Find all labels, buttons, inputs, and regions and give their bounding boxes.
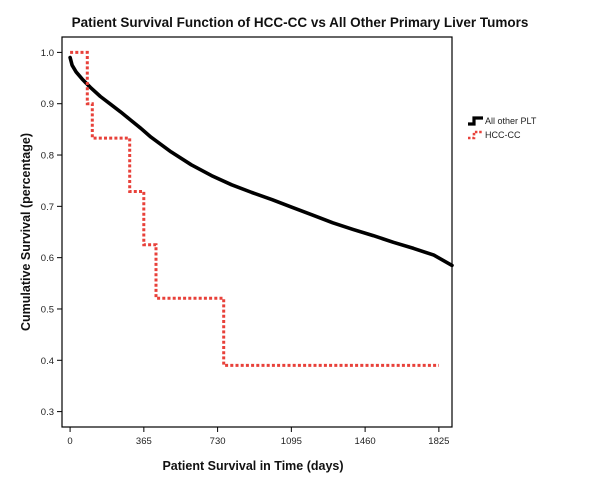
y-tick-label: 0.8 (41, 151, 54, 162)
x-axis-label: Patient Survival in Time (days) (162, 459, 343, 473)
series-line-all-other-plt (68, 55, 454, 268)
plot-frame (61, 36, 453, 428)
y-axis-label: Cumulative Survival (percentage) (19, 133, 33, 331)
x-tick-label: 365 (136, 436, 152, 447)
y-tick-label: 0.6 (41, 253, 54, 264)
x-tick-label: 0 (67, 436, 72, 447)
y-tick-label: 1.0 (41, 48, 54, 59)
legend: All other PLT HCC-CC (468, 116, 537, 140)
x-tick-label: 730 (210, 436, 226, 447)
legend-label: All other PLT (485, 116, 537, 126)
legend-swatch (468, 116, 483, 126)
legend-swatch (468, 130, 483, 140)
series-line-hcc-cc (70, 50, 439, 367)
series-layer (68, 50, 454, 367)
legend-label: HCC-CC (485, 130, 521, 140)
y-tick-label: 0.4 (41, 356, 54, 367)
x-tick-label: 1095 (281, 436, 302, 447)
y-tick-label: 0.5 (41, 304, 54, 315)
x-tick-label: 1825 (428, 436, 449, 447)
x-tick-label: 1460 (355, 436, 376, 447)
y-tick-label: 0.3 (41, 407, 54, 418)
y-tick-label: 0.7 (41, 202, 54, 213)
x-axis: 0 365 730 1095 1460 1825 (67, 427, 449, 447)
chart-title: Patient Survival Function of HCC-CC vs A… (72, 15, 529, 30)
y-tick-label: 0.9 (41, 99, 54, 110)
y-axis: 0.3 0.4 0.5 0.6 0.7 0.8 0.9 1.0 (41, 48, 62, 418)
